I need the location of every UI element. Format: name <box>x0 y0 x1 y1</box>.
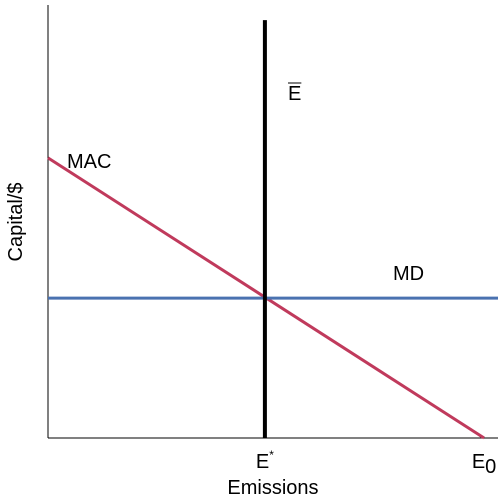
x-tick-label-main: E <box>256 451 269 473</box>
x-tick-label-sub: 0 <box>485 456 496 478</box>
x-tick-label-main: E <box>472 451 485 473</box>
x-tick-label-sup: * <box>269 448 274 462</box>
series-label: MAC <box>67 151 111 173</box>
x-tick-label: E* <box>256 448 274 473</box>
series-label: E <box>288 83 301 105</box>
series-label: MD <box>393 263 424 285</box>
x-tick-label: E0 <box>472 451 496 478</box>
y-axis-title: Capital/$ <box>5 183 27 262</box>
x-axis-title: Emissions <box>227 477 318 499</box>
